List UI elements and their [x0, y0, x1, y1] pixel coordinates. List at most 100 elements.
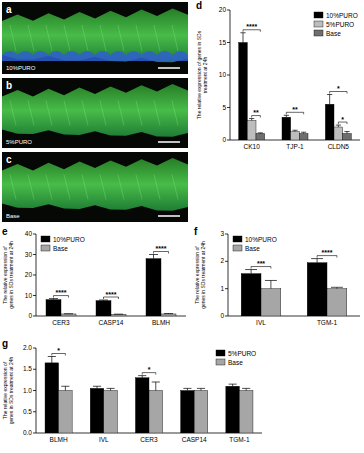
sig-label: ****	[56, 289, 67, 296]
error-bar	[93, 386, 101, 388]
figure: a10%PUROb5%PUROcBasedThe relative expres…	[0, 0, 364, 453]
y-axis-label-line: genes in SDs treatment at 24h	[8, 357, 14, 425]
bar	[261, 289, 281, 316]
texture	[28, 101, 34, 126]
error-bar	[292, 130, 297, 131]
texture	[46, 25, 52, 51]
texture	[100, 25, 106, 51]
bar	[299, 134, 308, 141]
bar	[59, 391, 73, 434]
y-tick	[225, 288, 228, 289]
scale-bar	[158, 215, 180, 217]
y-axis-label: The relative expression ofgenes in SDs t…	[194, 241, 206, 309]
x-tick-label: CASP14	[182, 436, 207, 443]
error-bar	[265, 280, 277, 288]
error-bar	[197, 388, 205, 390]
error-bar	[301, 132, 306, 133]
x-tick-label: CER3	[140, 436, 158, 443]
error-bar	[99, 300, 108, 302]
error-bar	[331, 287, 343, 288]
error-bar	[149, 255, 158, 259]
x-tick-label: TGM-1	[317, 319, 338, 326]
y-tick-label: 20	[25, 271, 33, 278]
panel-label: a	[6, 4, 12, 15]
error-bar	[258, 132, 263, 134]
y-tick	[33, 254, 36, 255]
texture	[154, 101, 160, 126]
sig-label: ****	[322, 249, 333, 256]
bar	[194, 391, 208, 434]
bar	[256, 134, 265, 141]
chart-title: g	[2, 338, 8, 349]
y-tick-label: 10	[219, 71, 227, 78]
y-tick	[225, 261, 228, 262]
x-tick-label: TGM-1	[229, 436, 250, 443]
sig-label: ****	[156, 245, 167, 252]
chart: dThe relative expression of genes in SDs…	[196, 0, 360, 150]
texture	[64, 175, 70, 200]
bar	[239, 391, 253, 434]
bar	[161, 314, 176, 316]
x-tick-label: CLDN5	[328, 143, 350, 150]
bar	[146, 259, 161, 316]
texture	[118, 101, 124, 126]
image-panel: b5%PURO	[2, 78, 188, 148]
legend-label: Base	[53, 245, 68, 252]
y-tick-label: 0.0	[23, 429, 32, 436]
chart-title: e	[2, 226, 8, 237]
marks	[45, 357, 253, 434]
y-tick-label: 15	[219, 39, 227, 46]
legend-swatch	[216, 350, 225, 356]
y-tick-label: 1.5	[23, 365, 32, 372]
y-tick-label: 3	[220, 230, 224, 237]
texture	[118, 175, 124, 200]
y-tick-label: 2	[220, 257, 224, 264]
image-background	[2, 152, 188, 222]
sig-label: *	[148, 366, 151, 373]
texture	[172, 25, 178, 51]
texture	[100, 175, 106, 200]
image-caption: 5%PURO	[6, 139, 32, 145]
tissue	[2, 8, 188, 62]
legend-swatch	[41, 236, 50, 242]
legend-label: Base	[245, 245, 260, 252]
texture	[172, 101, 178, 126]
error-bar	[242, 388, 250, 390]
legend-label: Base	[326, 30, 341, 37]
sig-label: *	[341, 116, 344, 123]
legend: 10%PURO5%PUROBase	[314, 12, 358, 37]
y-tick-label: 20	[219, 6, 227, 13]
sig-label: ****	[246, 23, 257, 30]
chart-title: f	[194, 226, 198, 237]
image-background	[2, 78, 188, 148]
legend: 10%PUROBase	[233, 236, 277, 252]
chart: eThe relative expression ofgenes in SDs …	[2, 226, 186, 326]
y-tick	[227, 107, 230, 108]
x-tick-label: IVL	[99, 436, 109, 443]
texture	[10, 175, 16, 200]
y-tick	[227, 10, 230, 11]
marks	[46, 255, 176, 317]
bar	[181, 391, 195, 434]
x-tick-label: TJP-1	[286, 143, 304, 150]
bar	[61, 314, 76, 316]
tissue	[2, 84, 188, 137]
error-bar	[311, 259, 323, 263]
image-panel: cBase	[2, 152, 188, 222]
y-tick	[227, 75, 230, 76]
legend-label: 5%PURO	[326, 21, 354, 28]
chart: f The relative expression ofgenes in SDs …	[194, 226, 360, 326]
y-tick-label: 0.5	[23, 408, 32, 415]
texture	[154, 175, 160, 200]
y-tick	[33, 369, 36, 370]
error-bar	[336, 125, 341, 127]
y-tick	[33, 316, 36, 317]
texture	[100, 101, 106, 126]
image-panel: a10%PURO	[2, 2, 188, 74]
texture	[28, 175, 34, 200]
error-bar	[245, 270, 257, 274]
error-bar	[344, 132, 349, 134]
texture	[46, 175, 52, 200]
y-tick	[33, 433, 36, 434]
y-axis-line	[228, 234, 229, 316]
